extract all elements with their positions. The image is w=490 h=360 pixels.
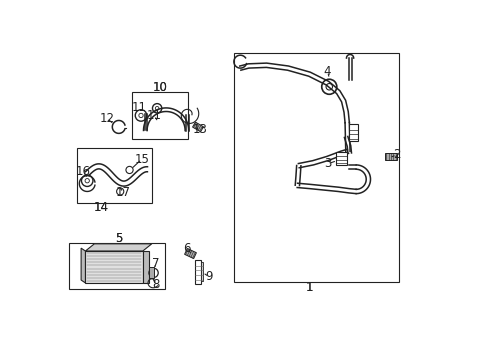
Text: 16: 16 [75,165,91,177]
Bar [234,53,399,282]
Text: 17: 17 [116,186,130,199]
Circle shape [149,268,158,278]
Text: 5: 5 [115,232,122,245]
Bar [143,251,149,283]
Text: 5: 5 [115,232,122,245]
Text: 10: 10 [152,81,168,94]
Bar [193,122,203,132]
Text: 13: 13 [193,123,208,136]
Polygon shape [81,248,85,283]
Bar [385,153,397,160]
Polygon shape [85,251,143,283]
Bar [149,267,153,278]
Text: 8: 8 [152,278,159,291]
Text: 11: 11 [131,101,147,114]
Bar [336,152,347,165]
Text: 4: 4 [324,65,331,78]
Bar [77,148,152,203]
Text: 14: 14 [94,201,109,214]
Text: 2: 2 [393,148,400,161]
Text: 10: 10 [152,81,168,94]
Text: 12: 12 [99,112,115,125]
Text: 1: 1 [306,281,313,294]
Polygon shape [85,244,152,251]
Bar [200,262,203,281]
Bar [185,248,196,258]
Text: 11: 11 [147,109,162,122]
Text: 3: 3 [324,157,331,170]
Text: 1: 1 [306,281,313,294]
Text: 6: 6 [183,242,190,255]
Bar [349,125,358,140]
Bar [132,92,188,139]
Text: 15: 15 [134,153,149,166]
Text: 9: 9 [205,270,213,283]
Bar [195,260,200,284]
Text: 7: 7 [152,257,159,270]
Bar [69,243,166,289]
Text: 14: 14 [94,201,109,214]
